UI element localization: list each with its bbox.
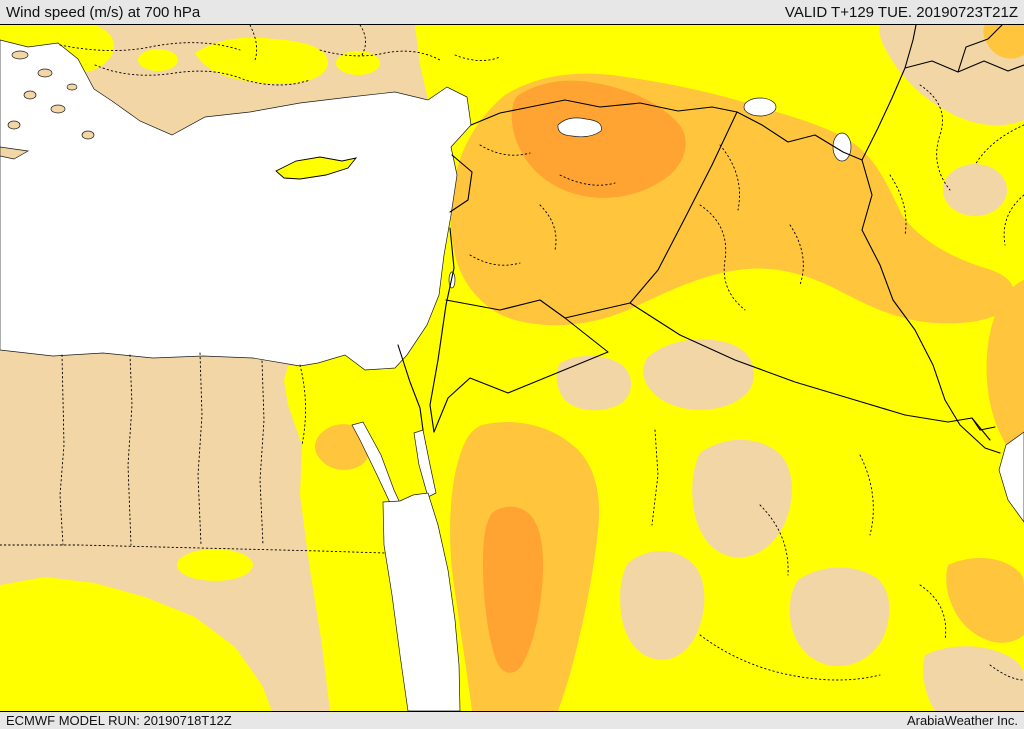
layer-country-borders bbox=[397, 25, 1024, 454]
footer-bar: ECMWF MODEL RUN: 20190718T12Z ArabiaWeat… bbox=[0, 711, 1024, 729]
persian-gulf bbox=[998, 431, 1024, 523]
aegean-island bbox=[23, 90, 37, 100]
red-sea bbox=[382, 492, 461, 711]
lake-van bbox=[743, 97, 777, 117]
header-bar: Wind speed (m/s) at 700 hPa VALID T+129 … bbox=[0, 0, 1024, 25]
aegean-island bbox=[81, 130, 95, 140]
cyprus-island bbox=[275, 156, 358, 180]
layer-islands bbox=[0, 50, 358, 180]
layer-sea bbox=[0, 39, 1024, 711]
layer-strong-orange-band bbox=[483, 80, 686, 673]
weather-map bbox=[0, 25, 1024, 711]
crete-island bbox=[0, 146, 30, 160]
map-title: Wind speed (m/s) at 700 hPa bbox=[6, 3, 201, 21]
map-canvas bbox=[0, 25, 1024, 711]
lake-assad bbox=[557, 117, 602, 138]
aegean-island bbox=[11, 50, 29, 60]
layer-tan-patches bbox=[556, 25, 1024, 711]
attribution-label: ArabiaWeather Inc. bbox=[906, 713, 1018, 728]
aegean-island bbox=[66, 83, 78, 91]
layer-admin-boundaries bbox=[0, 25, 1024, 681]
mediterranean-sea bbox=[0, 39, 472, 371]
model-run-label: ECMWF MODEL RUN: 20190718T12Z bbox=[6, 713, 232, 728]
aegean-island bbox=[7, 120, 21, 130]
valid-time-label: VALID T+129 TUE. 20190723T21Z bbox=[784, 3, 1018, 21]
aegean-island bbox=[50, 104, 66, 114]
aegean-island bbox=[37, 68, 53, 78]
